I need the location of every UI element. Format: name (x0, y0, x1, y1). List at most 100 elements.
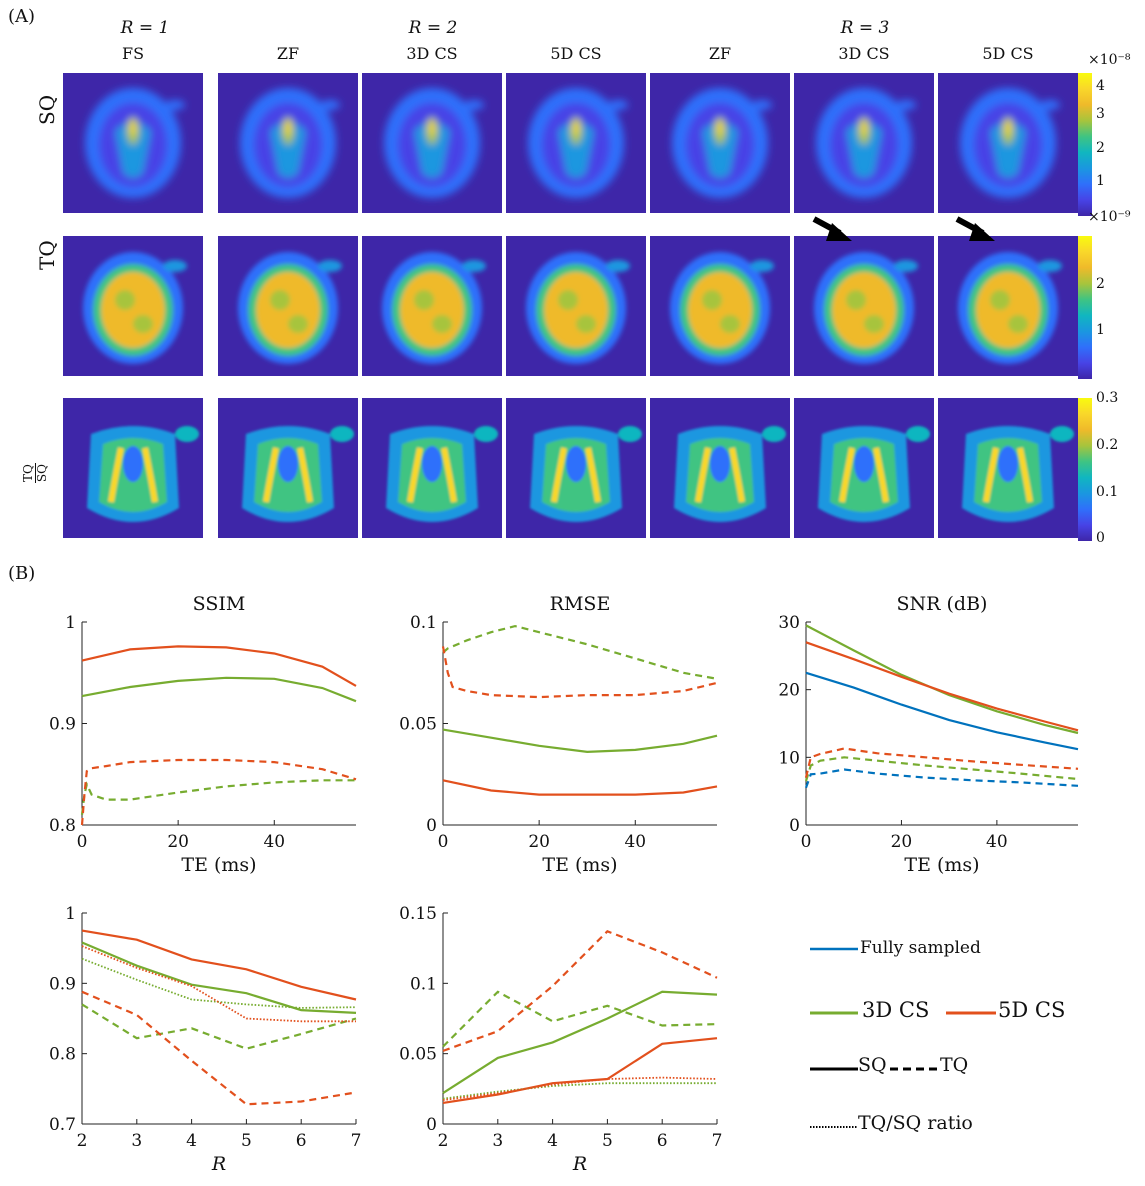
chart-title: RMSE (550, 593, 611, 615)
chart-1: 0.8 0.9 1 0 20 40 SSIM TE (ms) (49, 593, 357, 876)
panel-b-label: (B) (8, 563, 36, 584)
x-tick-label: 20 (167, 832, 189, 852)
row-label-ratio-num: TQ (21, 463, 36, 483)
series-line (442, 624, 718, 680)
r-group-label-3: R = 3 (840, 18, 890, 38)
series-line (442, 728, 718, 754)
colorbar-ratio-tick: 0.2 (1096, 437, 1119, 453)
y-tick-label: 0.9 (49, 715, 76, 735)
legend-swatch-3d-cs (810, 1011, 858, 1015)
series-line (80, 779, 356, 815)
x-tick-label: 5 (602, 1131, 613, 1151)
brain-image (362, 236, 502, 376)
brain-image (506, 73, 646, 213)
series-line (442, 990, 718, 1048)
series-line (81, 990, 357, 1106)
series-line (442, 1037, 718, 1104)
legend: Fully sampled 3D CS 5D CS SQ TQ TQ/SQ ra… (810, 930, 1140, 1150)
x-tick-label: 2 (438, 1131, 449, 1151)
x-tick-label: 7 (351, 1131, 362, 1151)
x-tick-label: 3 (492, 1131, 503, 1151)
r-group-label-1: R = 1 (120, 18, 170, 38)
series-line (81, 941, 357, 1014)
y-tick-label: 0 (426, 816, 437, 836)
column-label: 3D CS (406, 44, 458, 63)
brain-image (938, 398, 1078, 538)
brain-image (218, 73, 358, 213)
series-line (80, 758, 357, 826)
y-tick-label: 0.15 (399, 904, 437, 924)
legend-label-tq: TQ (940, 1054, 969, 1076)
row-label-ratio: TQ SQ (21, 463, 49, 483)
y-tick-label: 10 (778, 748, 800, 768)
series-line (442, 779, 718, 796)
series-line (81, 957, 357, 1009)
x-tick-label: 4 (547, 1131, 558, 1151)
y-tick-label: 0.05 (399, 1045, 437, 1065)
x-tick-label: 0 (77, 832, 88, 852)
x-axis-label: TE (ms) (542, 854, 617, 876)
colorbar-ratio (1078, 398, 1092, 541)
arrow-icon (812, 216, 852, 241)
x-tick-label: 0 (801, 832, 812, 852)
row-label-sq: SQ (35, 94, 59, 125)
colorbar-sq-tick: 1 (1096, 173, 1105, 189)
column-label: 5D CS (982, 44, 1034, 63)
series-line (804, 756, 1079, 782)
colorbar-sq-tick: 2 (1096, 140, 1105, 156)
series-line (81, 676, 357, 703)
y-tick-label: 0.8 (49, 1045, 76, 1065)
y-tick-label: 0.1 (410, 613, 437, 633)
x-axis-label: R (572, 1153, 587, 1175)
y-tick-label: 0.9 (49, 974, 76, 994)
brain-image (650, 73, 790, 213)
y-tick-label: 0 (426, 1115, 437, 1135)
column-label: ZF (276, 44, 300, 63)
brain-image (650, 398, 790, 538)
colorbar-sq (1078, 73, 1092, 216)
legend-label-ratio: TQ/SQ ratio (858, 1112, 973, 1134)
brain-image (63, 236, 203, 376)
row-label-ratio-den: SQ (35, 464, 49, 483)
colorbar-tq-exponent: ×10⁻⁹ (1088, 209, 1131, 225)
x-tick-label: 6 (296, 1131, 307, 1151)
x-tick-label: 40 (986, 832, 1008, 852)
brain-image (794, 398, 934, 538)
x-tick-label: 20 (891, 832, 913, 852)
x-axis-label: TE (ms) (904, 854, 979, 876)
y-tick-label: 30 (778, 613, 800, 633)
x-tick-label: 0 (438, 832, 449, 852)
legend-swatch-fully-sampled (810, 947, 858, 951)
legend-swatch-sq (810, 1067, 858, 1071)
brain-image (218, 236, 358, 376)
column-label: 3D CS (838, 44, 890, 63)
chart-5: 0 0.05 0.1 0.15 2 3 4 5 6 7 R (399, 904, 722, 1175)
y-tick-label: 0.8 (49, 816, 76, 836)
row-label-tq: TQ (35, 240, 59, 270)
legend-label-sq: SQ (858, 1054, 887, 1076)
series-line (441, 646, 718, 699)
y-tick-label: 0.1 (410, 974, 437, 994)
column-label: FS (121, 44, 145, 63)
colorbar-tq-tick: 1 (1096, 322, 1105, 338)
series-line (442, 1082, 717, 1100)
series-line (804, 747, 1079, 778)
panel-a-label: (A) (8, 6, 36, 27)
y-tick-label: 1 (65, 904, 76, 924)
colorbar-sq-tick: 4 (1096, 78, 1105, 94)
brain-image (506, 398, 646, 538)
brain-image (506, 236, 646, 376)
brain-image (938, 73, 1078, 213)
y-tick-label: 20 (778, 681, 800, 701)
chart-4: 0.7 0.8 0.9 1 2 3 4 5 6 7 R (49, 904, 361, 1175)
column-label: ZF (708, 44, 732, 63)
x-tick-label: 2 (77, 1131, 88, 1151)
legend-label-5d-cs: 5D CS (998, 998, 1066, 1022)
x-tick-label: 40 (624, 832, 646, 852)
x-tick-label: 6 (657, 1131, 668, 1151)
x-axis-label: TE (ms) (181, 854, 256, 876)
series-line (81, 929, 357, 1001)
series-line (442, 990, 718, 1095)
series-line (805, 641, 1079, 732)
